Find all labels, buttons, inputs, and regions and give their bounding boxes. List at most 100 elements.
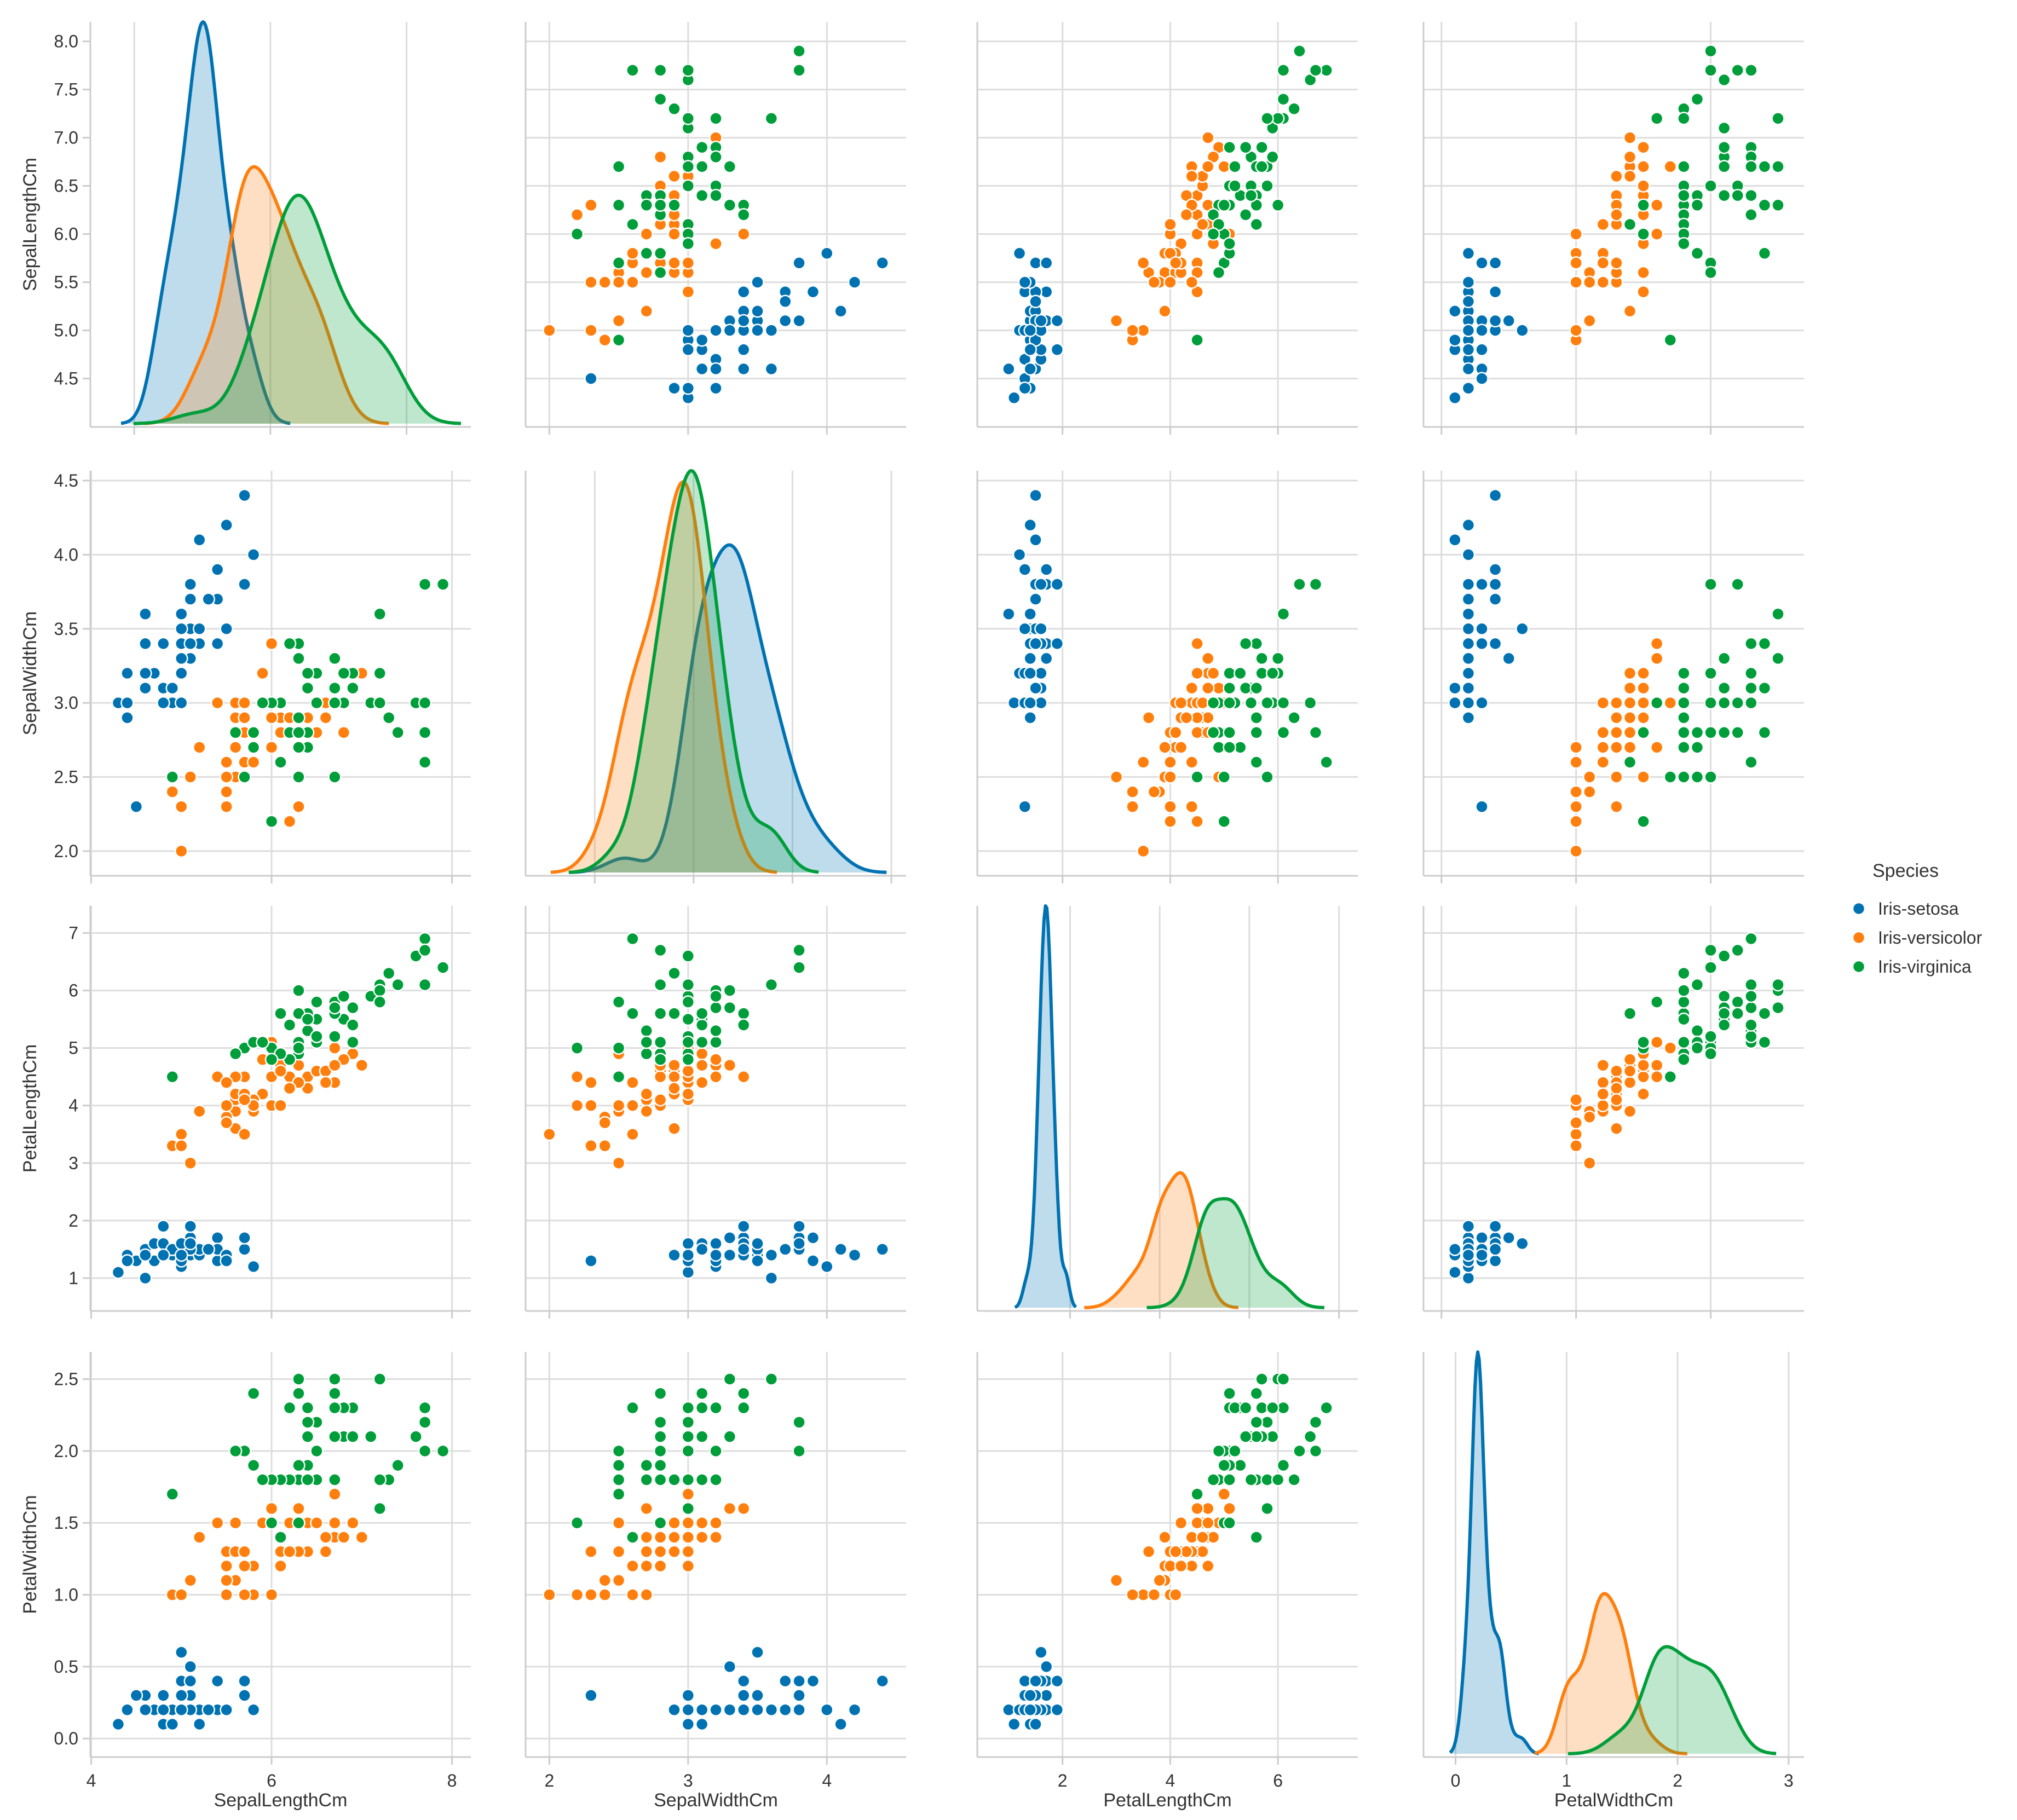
- point-iris-setosa: [1502, 314, 1515, 328]
- point-iris-versicolor: [584, 1076, 598, 1089]
- point-iris-setosa: [139, 666, 152, 680]
- point-iris-virginica: [681, 1444, 695, 1458]
- point-iris-virginica: [653, 265, 667, 280]
- point-iris-setosa: [175, 1248, 188, 1262]
- point-iris-versicolor: [1663, 160, 1678, 174]
- point-iris-versicolor: [238, 1128, 251, 1141]
- point-iris-setosa: [192, 622, 206, 636]
- point-iris-virginica: [301, 1401, 315, 1415]
- point-iris-virginica: [310, 1030, 324, 1043]
- point-iris-virginica: [1677, 966, 1691, 980]
- point-iris-versicolor: [639, 1501, 654, 1516]
- point-iris-virginica: [1223, 1473, 1236, 1487]
- point-iris-versicolor: [1610, 726, 1623, 739]
- point-iris-versicolor: [192, 1105, 206, 1118]
- point-iris-versicolor: [612, 1156, 626, 1170]
- point-iris-versicolor: [1109, 314, 1123, 328]
- point-iris-setosa: [1023, 696, 1037, 710]
- point-iris-virginica: [246, 741, 261, 754]
- point-iris-setosa: [875, 256, 889, 270]
- point-iris-setosa: [1502, 1231, 1515, 1245]
- point-iris-virginica: [1228, 160, 1242, 174]
- point-iris-virginica: [346, 1035, 360, 1049]
- point-iris-versicolor: [220, 1076, 233, 1089]
- point-iris-setosa: [1461, 362, 1476, 376]
- point-iris-virginica: [328, 1473, 342, 1487]
- point-iris-versicolor: [1610, 741, 1623, 754]
- point-iris-setosa: [1461, 681, 1476, 695]
- point-iris-versicolor: [543, 1128, 556, 1141]
- point-iris-versicolor: [1152, 1574, 1166, 1587]
- point-iris-setosa: [820, 1259, 834, 1274]
- point-iris-setosa: [709, 1237, 723, 1251]
- point-iris-versicolor: [667, 1122, 681, 1136]
- point-iris-setosa: [1488, 488, 1502, 502]
- point-iris-setosa: [1461, 607, 1476, 621]
- point-iris-virginica: [1223, 1386, 1236, 1401]
- subplot-petalwidthcm-vs-petalwidthcm: 0 1 2 3: [1422, 1350, 1804, 1790]
- point-iris-virginica: [1677, 984, 1691, 997]
- point-iris-versicolor: [626, 1076, 639, 1089]
- point-iris-setosa: [1475, 637, 1489, 651]
- point-iris-virginica: [709, 1001, 723, 1015]
- point-iris-virginica: [1260, 112, 1274, 125]
- point-iris-versicolor: [337, 1530, 351, 1544]
- point-iris-setosa: [165, 1717, 180, 1731]
- point-iris-versicolor: [1217, 1487, 1231, 1501]
- x-tick-label: 6: [1273, 1771, 1283, 1790]
- point-iris-virginica: [165, 1070, 180, 1084]
- point-iris-versicolor: [328, 1041, 342, 1055]
- point-iris-versicolor: [584, 1139, 598, 1153]
- point-iris-setosa: [723, 1660, 737, 1674]
- point-iris-virginica: [736, 1007, 751, 1020]
- point-iris-virginica: [274, 1007, 287, 1020]
- point-iris-versicolor: [723, 1501, 737, 1516]
- point-iris-setosa: [723, 1231, 737, 1245]
- point-iris-setosa: [778, 1674, 792, 1688]
- point-iris-versicolor: [1610, 1093, 1623, 1107]
- point-iris-virginica: [1206, 696, 1220, 710]
- point-iris-versicolor: [1201, 160, 1215, 174]
- point-iris-setosa: [1461, 666, 1476, 680]
- point-iris-setosa: [120, 710, 134, 725]
- point-iris-virginica: [1271, 651, 1285, 666]
- point-iris-setosa: [1018, 622, 1032, 636]
- point-iris-virginica: [246, 1386, 261, 1401]
- point-iris-setosa: [695, 1703, 709, 1717]
- point-iris-virginica: [612, 995, 626, 1009]
- point-iris-setosa: [667, 1248, 681, 1262]
- point-iris-versicolor: [1636, 285, 1650, 299]
- point-iris-versicolor: [1636, 770, 1650, 784]
- point-iris-setosa: [1007, 1717, 1021, 1731]
- point-iris-setosa: [764, 1703, 779, 1717]
- point-iris-versicolor: [1136, 844, 1150, 858]
- point-iris-versicolor: [165, 785, 180, 799]
- point-iris-virginica: [292, 651, 306, 666]
- point-iris-setosa: [1475, 622, 1489, 636]
- point-iris-setosa: [183, 1660, 197, 1674]
- point-iris-versicolor: [283, 1081, 297, 1095]
- point-iris-setosa: [1007, 391, 1021, 405]
- point-iris-versicolor: [639, 304, 654, 318]
- point-iris-setosa: [1018, 275, 1032, 289]
- point-iris-setosa: [764, 323, 779, 337]
- point-iris-versicolor: [1610, 800, 1623, 813]
- point-iris-setosa: [1023, 343, 1037, 357]
- point-iris-virginica: [1704, 577, 1718, 591]
- point-iris-virginica: [382, 966, 396, 980]
- kde-fill-iris-virginica: [568, 471, 819, 873]
- point-iris-virginica: [1757, 681, 1772, 695]
- point-iris-versicolor: [1623, 710, 1637, 725]
- point-iris-setosa: [1023, 666, 1037, 680]
- point-iris-setosa: [111, 1717, 125, 1731]
- point-iris-versicolor: [612, 1516, 626, 1530]
- point-iris-versicolor: [1636, 160, 1650, 174]
- point-iris-virginica: [653, 1473, 667, 1487]
- point-iris-virginica: [418, 1401, 432, 1415]
- point-iris-setosa: [1050, 343, 1064, 357]
- point-iris-versicolor: [220, 785, 233, 799]
- point-iris-virginica: [373, 1473, 387, 1487]
- point-iris-virginica: [1636, 227, 1650, 241]
- point-iris-versicolor: [337, 726, 351, 739]
- point-iris-virginica: [228, 726, 243, 739]
